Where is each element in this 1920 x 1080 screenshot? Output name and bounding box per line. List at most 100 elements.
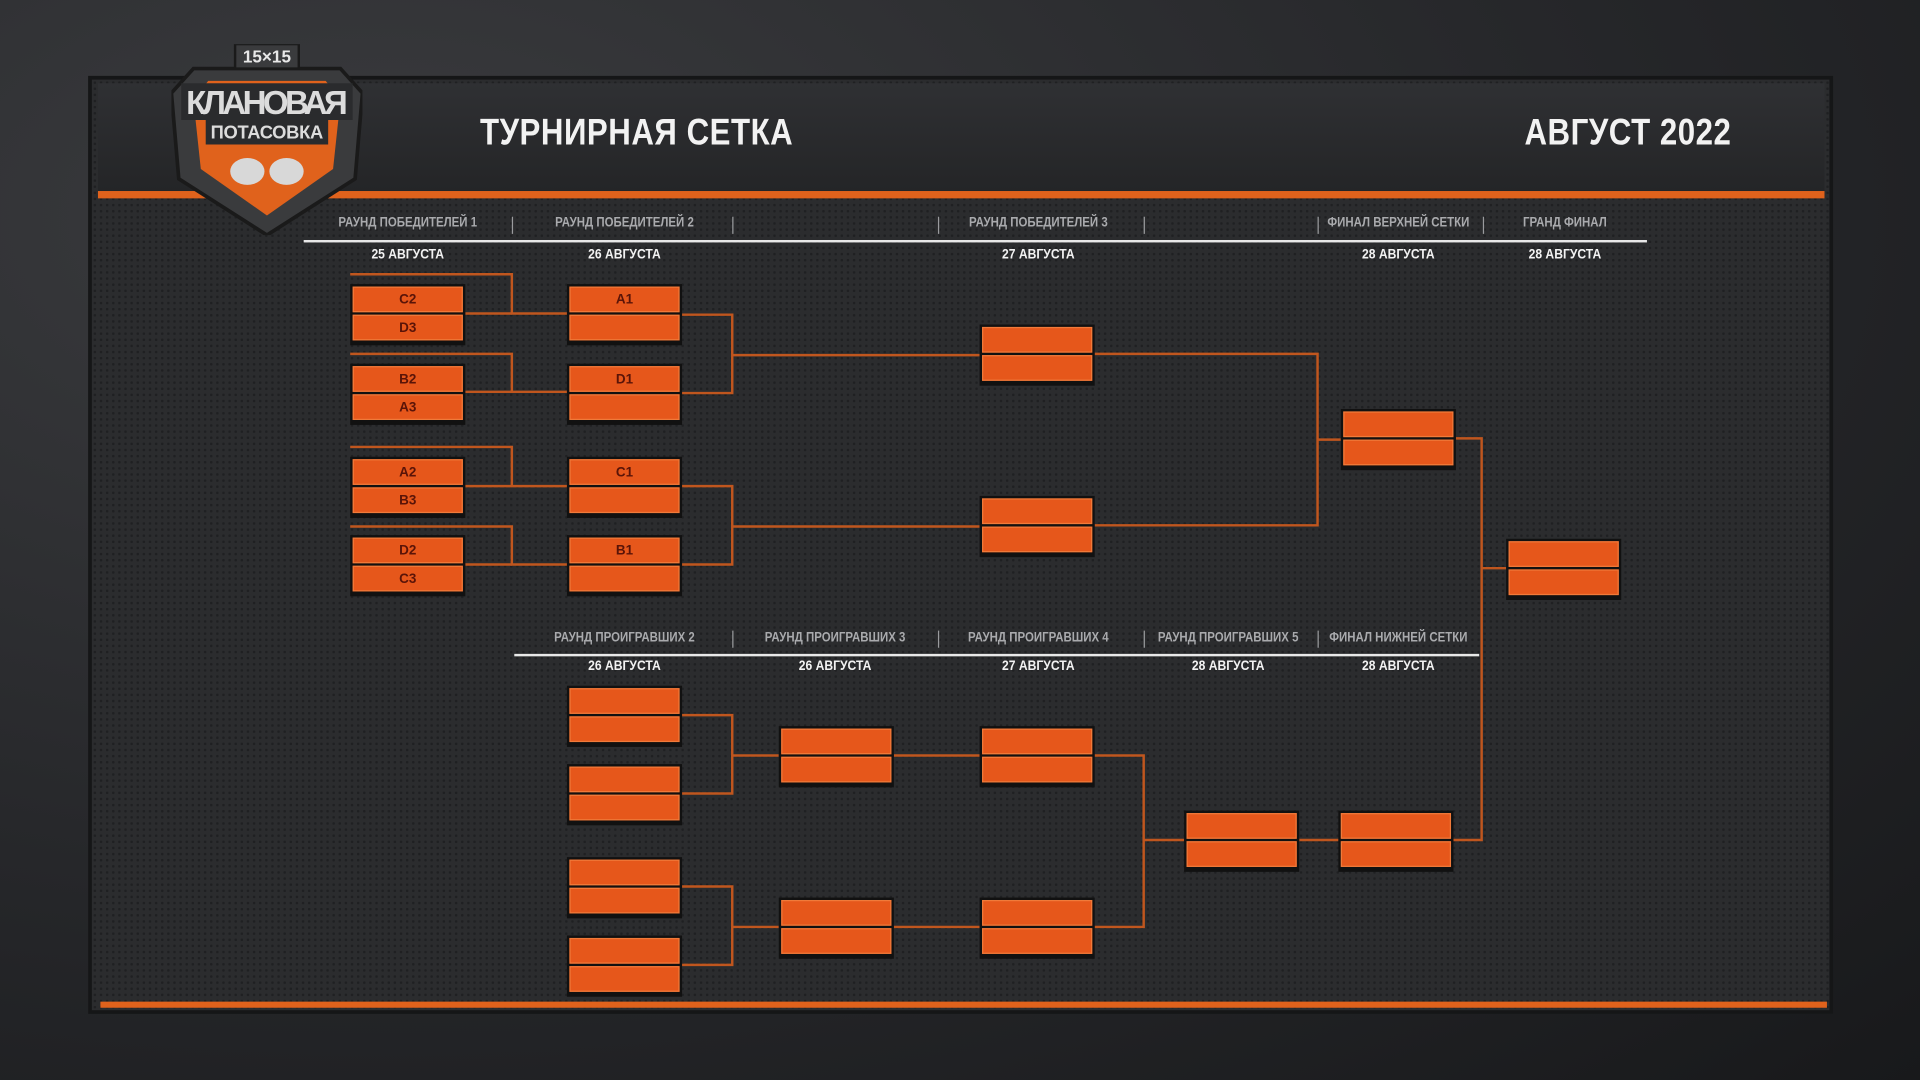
team-slot[interactable]: [1508, 569, 1619, 596]
team-slot[interactable]: [569, 766, 680, 793]
team-slot[interactable]: [569, 688, 680, 714]
match-wr2[interactable]: D1: [566, 363, 683, 425]
team-slot[interactable]: C1: [569, 459, 680, 485]
connector-line: [350, 525, 567, 566]
month-label: АВГУСТ 2022: [1524, 112, 1732, 154]
connector-line: [350, 445, 567, 488]
match-wr2[interactable]: A1: [566, 284, 683, 346]
team-slot[interactable]: [1508, 541, 1619, 567]
connector-line: [682, 713, 734, 795]
match-lr3[interactable]: [778, 897, 894, 959]
team-slot[interactable]: [569, 859, 680, 886]
team-slot[interactable]: [982, 928, 1093, 954]
match-wr3[interactable]: [979, 495, 1095, 558]
team-slot[interactable]: [1343, 439, 1454, 466]
team-slot[interactable]: C2: [352, 286, 463, 313]
team-slot[interactable]: B3: [352, 487, 463, 514]
team-slot[interactable]: [982, 900, 1093, 926]
header-accent-line: [97, 191, 1825, 199]
team-slot[interactable]: [982, 526, 1093, 553]
column-separator: [1143, 630, 1145, 648]
team-slot[interactable]: [569, 716, 680, 743]
round-label: РАУНД ПОБЕДИТЕЛЕЙ 3: [969, 215, 1108, 231]
svg-text:15×15: 15×15: [243, 46, 292, 66]
match-wr2[interactable]: B1: [566, 535, 683, 597]
team-slot[interactable]: D1: [569, 366, 680, 392]
team-slot[interactable]: [569, 794, 680, 821]
match-lr2[interactable]: [566, 857, 683, 919]
team-slot[interactable]: A2: [352, 459, 463, 485]
round-label: РАУНД ПОБЕДИТЕЛЕЙ 2: [555, 215, 694, 231]
team-slot[interactable]: [569, 314, 680, 341]
team-slot[interactable]: [982, 326, 1093, 353]
round-label: ФИНАЛ НИЖНЕЙ СЕТКИ: [1329, 630, 1468, 646]
match-wf[interactable]: [1340, 408, 1456, 471]
match-wr1[interactable]: D2 C3: [350, 535, 466, 597]
connector-line: [1453, 437, 1483, 842]
match-lf[interactable]: [1338, 810, 1454, 872]
team-slot[interactable]: [982, 728, 1093, 755]
bottom-accent-line: [100, 1001, 1827, 1008]
match-wr1[interactable]: C2 D3: [350, 284, 466, 346]
team-slot[interactable]: [781, 728, 892, 755]
column-separator: [937, 630, 940, 648]
lower-header-rule: [514, 653, 1480, 657]
svg-text:КЛАНОВАЯ: КЛАНОВАЯ: [186, 85, 348, 122]
team-slot[interactable]: [982, 355, 1093, 381]
round-label: РАУНД ПРОИГРАВШИХ 5: [1157, 630, 1299, 646]
round-label: РАУНД ПРОИГРАВШИХ 2: [554, 630, 695, 646]
column-separator: [732, 216, 734, 234]
team-slot[interactable]: [1186, 813, 1297, 839]
team-slot[interactable]: [781, 756, 892, 783]
team-slot[interactable]: A3: [352, 394, 463, 421]
team-slot[interactable]: B1: [569, 537, 680, 564]
round-date: 28 АВГУСТА: [1362, 658, 1435, 674]
team-slot[interactable]: [982, 756, 1093, 783]
match-lr4[interactable]: [979, 897, 1095, 959]
team-slot[interactable]: B2: [352, 366, 463, 392]
team-slot[interactable]: [982, 498, 1093, 525]
round-label: РАУНД ПРОИГРАВШИХ 3: [764, 630, 906, 646]
team-slot[interactable]: A1: [569, 286, 680, 313]
team-slot[interactable]: [569, 937, 680, 964]
match-wr1[interactable]: B2 A3: [350, 363, 466, 425]
team-slot[interactable]: D2: [352, 537, 463, 564]
team-slot[interactable]: [569, 565, 680, 592]
match-lr5[interactable]: [1184, 810, 1300, 872]
team-slot[interactable]: [569, 394, 680, 421]
match-lr3[interactable]: [778, 726, 894, 788]
team-slot[interactable]: C3: [352, 565, 463, 592]
match-lr2[interactable]: [566, 764, 683, 826]
round-date: 28 АВГУСТА: [1362, 247, 1435, 263]
team-slot[interactable]: [569, 887, 680, 914]
clan-brawl-logo: 15×15 КЛАНОВАЯ ПОТАСОВКА: [171, 44, 363, 236]
team-slot[interactable]: [569, 966, 680, 992]
match-lr2[interactable]: [566, 685, 683, 747]
upper-header-rule: [303, 240, 1647, 243]
svg-text:ПОТАСОВКА: ПОТАСОВКА: [211, 121, 324, 142]
team-slot[interactable]: [781, 928, 892, 954]
round-label: ГРАНД ФИНАЛ: [1523, 215, 1607, 231]
team-slot[interactable]: [1340, 813, 1452, 839]
match-wr2[interactable]: C1: [566, 456, 683, 518]
team-slot[interactable]: [1340, 841, 1452, 867]
team-slot[interactable]: D3: [352, 314, 463, 341]
team-slot[interactable]: [1186, 841, 1297, 867]
team-slot[interactable]: [781, 900, 892, 926]
match-wr1[interactable]: A2 B3: [350, 456, 466, 518]
team-slot[interactable]: [569, 487, 680, 514]
match-lr4[interactable]: [979, 726, 1095, 788]
round-label: РАУНД ПРОИГРАВШИХ 4: [968, 630, 1109, 646]
connector-line: [350, 352, 567, 394]
connector-line: [350, 273, 567, 315]
round-date: 26 АВГУСТА: [588, 658, 661, 674]
connector-line: [682, 313, 734, 395]
match-lr2[interactable]: [566, 935, 683, 997]
match-gf[interactable]: [1506, 538, 1622, 601]
match-wr3[interactable]: [979, 324, 1095, 386]
round-label: РАУНД ПОБЕДИТЕЛЕЙ 1: [338, 215, 478, 231]
column-separator: [1482, 216, 1485, 234]
team-slot[interactable]: [1343, 411, 1454, 438]
